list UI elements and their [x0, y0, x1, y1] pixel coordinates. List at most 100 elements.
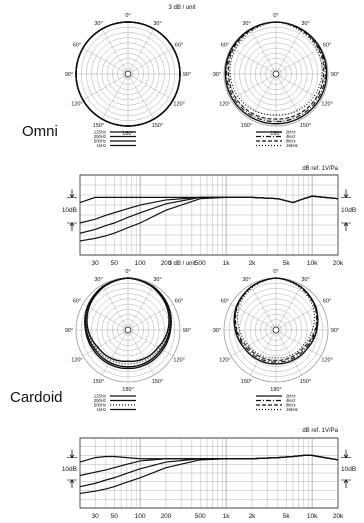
angle-label: 30°	[94, 277, 102, 283]
polar-series-4khz	[226, 21, 326, 123]
polar-series-8khz	[234, 277, 318, 361]
angle-label: 90°	[65, 328, 73, 334]
polar-scale-label: 3 dB / unit	[168, 261, 195, 267]
angle-label: 90°	[183, 72, 191, 78]
angle-label: 60°	[323, 43, 331, 49]
legend-label: 4kHz	[286, 134, 296, 139]
x-tick-label: 20k	[333, 513, 344, 520]
angle-label: 30°	[242, 21, 250, 27]
polar-spoke	[230, 303, 277, 331]
angle-label: 0°	[273, 269, 278, 275]
polar-plot-omni-left: 0° 30° 60° 90° 120° 150° 180° 150° 120° 90° 60° 30°	[65, 13, 191, 137]
angle-label: 150°	[300, 123, 311, 129]
angle-label: 120°	[321, 102, 332, 108]
angle-label: 90°	[183, 328, 191, 334]
legend-label: 250Hz	[94, 134, 106, 139]
polar-spoke	[101, 28, 129, 75]
angle-label: 60°	[73, 299, 81, 305]
frequency-response-cardoid: dB ref. 1V/Pa 30 50 100 200 500 1k 2k 5k 10k 20k 10…	[62, 428, 356, 520]
angle-label: 120°	[173, 358, 184, 364]
reference-label: dB ref. 1V/Pa	[302, 428, 338, 434]
angle-label: 90°	[331, 72, 339, 78]
scale-label: 10dB	[62, 466, 77, 473]
x-tick-label: 5k	[283, 513, 291, 520]
polar-spoke	[82, 47, 129, 75]
angle-label: 0°	[273, 13, 278, 19]
angle-label: 30°	[301, 21, 309, 27]
x-tick-label: 100	[135, 260, 146, 267]
angle-label: 90°	[213, 72, 221, 78]
angle-label: 60°	[175, 43, 183, 49]
polar-spoke	[230, 329, 277, 357]
polar-spoke	[127, 47, 174, 75]
angle-label: 90°	[331, 328, 339, 334]
polar-spoke	[249, 73, 277, 120]
x-tick-label: 1k	[223, 260, 231, 267]
polar-spoke	[127, 73, 174, 101]
x-tick-label: 500	[195, 260, 206, 267]
x-tick-label: 5k	[283, 260, 291, 267]
polar-spoke	[275, 329, 322, 357]
polar-series-8khz	[227, 21, 325, 120]
angle-label: 30°	[242, 277, 250, 283]
legend-label: 4kHz	[286, 398, 296, 403]
polar-series-16khz	[236, 277, 316, 359]
x-tick-label: 30	[92, 513, 100, 520]
section-title: Cardoid	[10, 389, 63, 406]
angle-label: 150°	[241, 379, 252, 385]
angle-label: 150°	[241, 123, 252, 129]
polar-spoke	[127, 329, 155, 376]
polar-series-1khz	[86, 277, 170, 363]
polar-spoke	[101, 73, 129, 120]
legend-label: 2kHz	[286, 130, 296, 135]
x-tick-label: 500	[195, 513, 206, 520]
polar-spoke	[275, 329, 303, 376]
polar-spoke	[127, 73, 155, 120]
legend-label: 16kHz	[286, 143, 298, 148]
angle-label: 90°	[213, 328, 221, 334]
angle-label: 120°	[219, 358, 230, 364]
polar-spoke	[275, 73, 303, 120]
polar-plot-cardoid-right: 0° 30° 60° 90° 120° 150° 180° 150° 120° 90° 60° 30°	[213, 269, 339, 393]
polar-spoke	[82, 73, 129, 101]
response-curve-4	[79, 195, 339, 242]
reference-label: dB ref. 1V/Pa	[302, 166, 338, 172]
angle-label: 150°	[300, 379, 311, 385]
angle-label: 60°	[221, 299, 229, 305]
angle-label: 150°	[93, 379, 104, 385]
scale-label: 10dB	[62, 207, 77, 214]
polar-spoke	[127, 303, 174, 331]
angle-label: 30°	[301, 277, 309, 283]
polar-series-1khz	[75, 21, 181, 127]
angle-label: 150°	[152, 379, 163, 385]
angle-label: 180°	[270, 131, 281, 137]
legend-label: 8kHz	[286, 139, 296, 144]
angle-label: 150°	[93, 123, 104, 129]
section-title: Omni	[22, 123, 58, 140]
angle-label: 120°	[173, 102, 184, 108]
response-curve-3	[79, 454, 339, 488]
polar-spoke	[249, 329, 277, 376]
angle-label: 120°	[321, 358, 332, 364]
angle-label: 120°	[71, 358, 82, 364]
polar-spoke	[275, 303, 322, 331]
legend-label: 500Hz	[94, 139, 106, 144]
polar-plot-cardoid-left: 0° 30° 60° 90° 120° 150° 180° 150° 120° 90° 60° 30°	[65, 269, 191, 393]
x-tick-label: 10k	[307, 513, 318, 520]
polar-spoke	[127, 284, 155, 331]
polar-series-2khz	[224, 21, 328, 125]
x-tick-label: 1k	[223, 513, 231, 520]
angle-label: 120°	[219, 102, 230, 108]
legend-label: 8kHz	[286, 403, 296, 408]
polar-spoke	[275, 28, 303, 75]
polar-center	[272, 70, 280, 78]
angle-label: 60°	[221, 43, 229, 49]
legend-label: 250Hz	[94, 398, 106, 403]
legend-label: 500Hz	[94, 403, 106, 408]
scale-label: 10dB	[341, 207, 356, 214]
polar-spoke	[275, 47, 322, 75]
angle-label: 0°	[125, 269, 130, 275]
x-tick-label: 20k	[333, 260, 344, 267]
polar-series-500hz	[85, 277, 171, 365]
